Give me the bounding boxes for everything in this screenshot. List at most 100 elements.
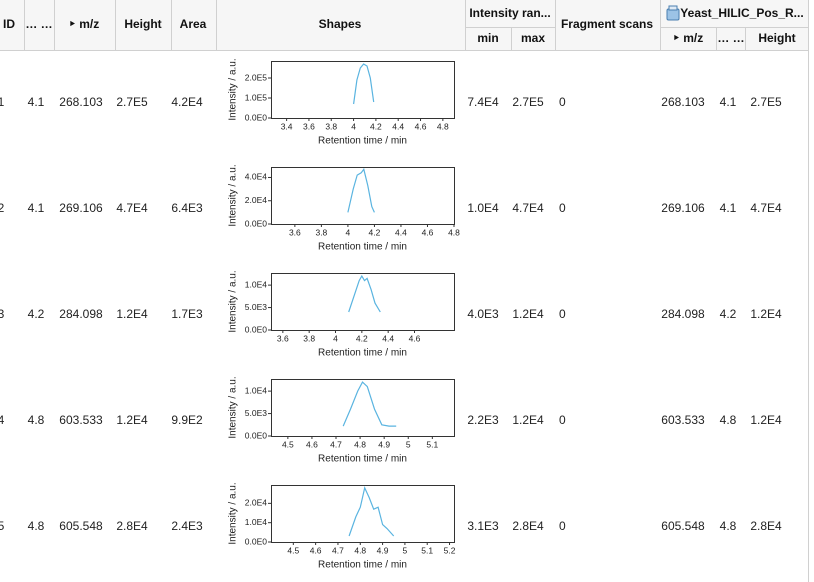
cell: 4 [0,413,5,427]
cell: 1.0E4 [467,201,499,215]
cell: 7.4E4 [467,95,499,109]
x-tick-label: 4.6 [310,545,322,555]
cell: 1.2E4 [750,307,782,321]
cell: 5 [0,519,5,533]
cell: 4.2 [28,307,45,321]
x-tick-label: 4.9 [377,545,389,555]
peak-shape [348,486,395,537]
x-tick-label: 4.6 [409,333,421,343]
header-cell: … … [25,17,52,31]
x-tick-label: 3.8 [315,227,327,237]
x-tick-label: 4.7 [330,439,342,449]
x-axis-label: Retention time / min [318,242,407,253]
cell: 4.8 [720,413,737,427]
y-tick-label: 1.0E4 [245,279,267,289]
cell: 1.2E4 [116,307,148,321]
y-tick-label: 5.0E3 [245,408,267,418]
x-tick-label: 4.6 [306,439,318,449]
y-tick-label: 5.0E3 [245,302,267,312]
header-cell: ‣ m/z [69,17,99,31]
cell: 4.1 [28,201,45,215]
cell: 1.2E4 [750,413,782,427]
x-tick-label: 3.6 [289,227,301,237]
plot-area [271,379,455,437]
x-tick-label: 4.6 [422,227,434,237]
x-tick-label: 4.6 [415,121,427,131]
x-tick-label: 4.9 [378,439,390,449]
cell: 269.106 [661,201,705,215]
x-tick-label: 3.8 [303,333,315,343]
y-tick-label: 0.0E0 [245,218,267,228]
x-tick-label: 3.6 [303,121,315,131]
y-tick-label: 1.0E5 [245,92,267,102]
cell: 0 [559,201,566,215]
cell: 4.2E4 [171,95,203,109]
cell: 2.2E3 [467,413,499,427]
plot-area [271,273,455,331]
cell: 2.7E5 [750,95,782,109]
cell: 0 [559,307,566,321]
cell: 6.4E3 [171,201,203,215]
peak-shape [347,167,375,213]
cell: 603.533 [59,413,103,427]
y-axis-label: Intensity / a.u. [228,482,239,544]
x-tick-label: 4.5 [282,439,294,449]
y-tick-label: 0.0E0 [245,430,267,440]
x-axis-label: Retention time / min [318,560,407,571]
cell: 4.7E4 [116,201,148,215]
y-tick-label: 1.0E4 [245,517,267,527]
peak-shape [348,274,381,313]
x-tick-label: 5.1 [421,545,433,555]
x-tick-label: 4.8 [448,227,460,237]
header-cell: ID [3,17,15,31]
x-tick-label: 5 [403,545,408,555]
y-axis-label: Intensity / a.u. [228,376,239,438]
cell: 4.1 [28,95,45,109]
y-tick-label: 1.0E4 [245,385,267,395]
header-cell: max [521,31,545,45]
x-tick-label: 4 [346,227,351,237]
cell: 268.103 [59,95,103,109]
y-tick-label: 4.0E4 [245,172,267,182]
cell: 2 [0,201,5,215]
cell: 4.8 [28,413,45,427]
cell: 1.2E4 [116,413,148,427]
cell: 268.103 [661,95,705,109]
cell: 4.8 [28,519,45,533]
cell: 1.2E4 [512,307,544,321]
plot-area [271,61,455,119]
cell: 0 [559,519,566,533]
y-axis-label: Intensity / a.u. [228,164,239,226]
cell: 4.1 [720,95,737,109]
cell: 1 [0,95,5,109]
header-cell: Intensity ran... [469,6,550,20]
x-tick-label: 4 [351,121,356,131]
cell: 4.8 [720,519,737,533]
x-tick-label: 3.6 [277,333,289,343]
cell: 1.7E3 [171,307,203,321]
x-tick-label: 4.2 [356,333,368,343]
cell: 0 [559,413,566,427]
x-tick-label: 4.5 [287,545,299,555]
y-tick-label: 2.0E5 [245,72,267,82]
cell: 605.548 [661,519,705,533]
cell: 284.098 [661,307,705,321]
header-cell: min [477,31,498,45]
y-axis-label: Intensity / a.u. [228,270,239,332]
x-tick-label: 4.2 [369,227,381,237]
y-tick-label: 2.0E4 [245,498,267,508]
header-cell: … … [717,31,744,45]
x-axis-label: Retention time / min [318,348,407,359]
cell: 2.8E4 [750,519,782,533]
x-tick-label: 4.2 [370,121,382,131]
header-cell: Height [758,31,795,45]
cell: 4.7E4 [750,201,782,215]
peak-shape [353,63,375,105]
cell: 4.2 [720,307,737,321]
header-cell: Height [124,17,161,31]
x-tick-label: 4.8 [354,545,366,555]
header-cell: Fragment scans [561,17,653,31]
cell: 2.8E4 [512,519,544,533]
